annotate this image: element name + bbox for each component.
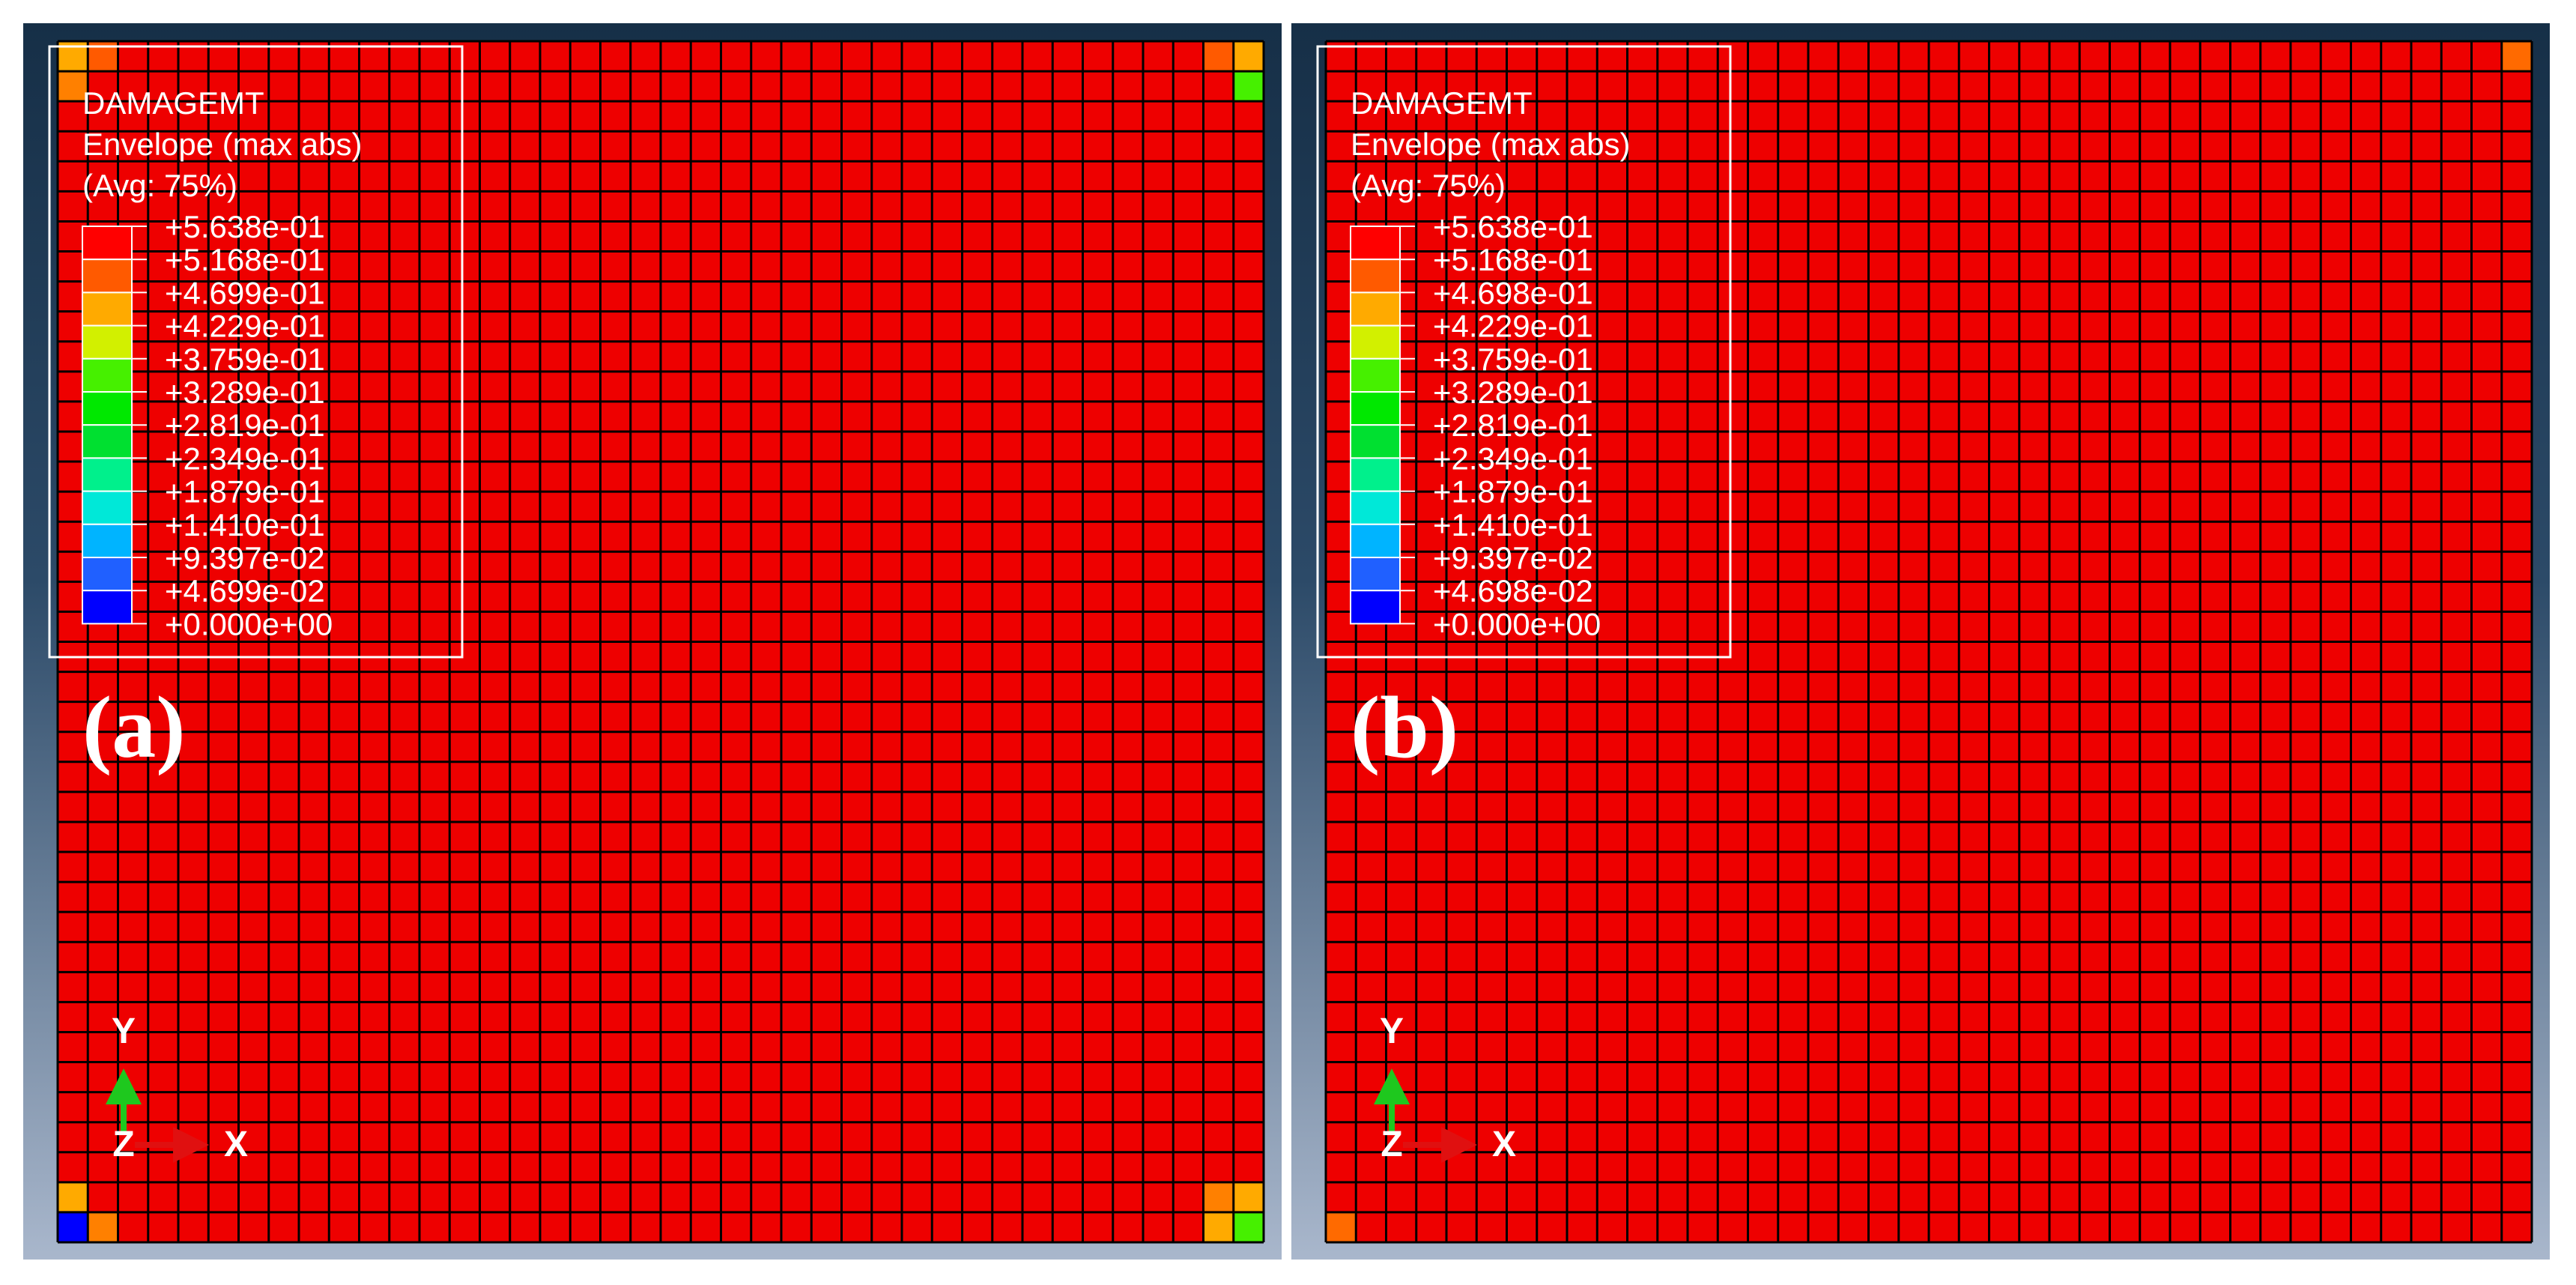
legend-swatch: [82, 258, 133, 294]
legend-level: +4.699e-02: [165, 573, 325, 608]
legend-level: +1.879e-01: [165, 474, 325, 510]
legend-swatch: [82, 523, 133, 558]
legend-swatch: [82, 291, 133, 327]
legend-swatch: [1350, 226, 1401, 261]
legend-averaging: (Avg: 75%): [1351, 168, 1506, 203]
legend-level: +1.879e-01: [1433, 474, 1593, 510]
legend-swatch: [1350, 523, 1401, 558]
legend-level: +2.819e-01: [165, 408, 325, 443]
mesh-element: [1233, 41, 1264, 72]
mesh-element: [88, 1212, 118, 1242]
legend-level: +2.349e-01: [1433, 441, 1593, 476]
legend-swatch: [1350, 557, 1401, 592]
mesh-element: [1326, 1212, 1357, 1242]
triad-z-label: Z: [1381, 1125, 1402, 1164]
mesh-element: [2501, 41, 2532, 72]
legend-swatch: [82, 391, 133, 426]
legend-level: +3.759e-01: [1433, 342, 1593, 377]
legend-subtitle: Envelope (max abs): [1351, 127, 1631, 162]
legend-swatch: [82, 324, 133, 360]
mesh-element: [1203, 1212, 1234, 1242]
mesh-element: [1203, 1182, 1234, 1212]
legend-swatch: [82, 357, 133, 393]
legend-subtitle: Envelope (max abs): [82, 127, 363, 162]
legend-level: +5.638e-01: [165, 209, 325, 244]
viewport-panel: DAMAGEMT Envelope (max abs) (Avg: 75%) +5.6…: [1291, 23, 2550, 1260]
legend-swatch: [82, 590, 133, 625]
legend-swatch: [82, 490, 133, 525]
mesh-element: [1233, 1182, 1264, 1212]
legend-level: +4.698e-02: [1433, 573, 1593, 608]
legend-swatch: [1350, 324, 1401, 360]
legend-level: +9.397e-02: [1433, 540, 1593, 575]
legend-swatch: [1350, 490, 1401, 525]
triad-x-label: X: [1492, 1125, 1516, 1164]
mesh-element: [1203, 41, 1234, 72]
legend-level: +1.410e-01: [165, 507, 325, 542]
legend-level: +5.168e-01: [1433, 242, 1593, 277]
legend-swatch: [1350, 258, 1401, 294]
legend-level: +5.638e-01: [1433, 209, 1593, 244]
legend-box: [1316, 45, 1732, 659]
legend-level: +4.229e-01: [1433, 309, 1593, 344]
legend-box: [48, 45, 464, 659]
legend-swatch: [1350, 424, 1401, 459]
legend-level: +3.759e-01: [165, 342, 325, 377]
legend-level: +4.229e-01: [165, 309, 325, 344]
legend-title: DAMAGEMT: [82, 85, 264, 121]
mesh-element: [58, 71, 88, 102]
legend-swatch: [82, 424, 133, 459]
legend-level: +0.000e+00: [165, 606, 333, 641]
legend-level: +4.698e-01: [1433, 275, 1593, 310]
triad-y-label: Y: [1380, 1012, 1404, 1051]
legend-level: +2.349e-01: [165, 441, 325, 476]
mesh-element: [58, 1182, 88, 1212]
legend-swatch: [1350, 457, 1401, 492]
triad-z-label: Z: [112, 1125, 134, 1164]
legend-averaging: (Avg: 75%): [82, 168, 237, 203]
legend-level: +0.000e+00: [1433, 606, 1601, 641]
legend-swatch: [82, 457, 133, 492]
legend-level: +3.289e-01: [165, 375, 325, 410]
legend-level: +5.168e-01: [165, 242, 325, 277]
legend-swatch: [82, 226, 133, 261]
legend-swatch: [1350, 357, 1401, 393]
viewport-panel: DAMAGEMT Envelope (max abs) (Avg: 75%) +5.6…: [23, 23, 1282, 1260]
legend-level: +9.397e-02: [165, 540, 325, 575]
legend-swatch: [1350, 391, 1401, 426]
legend-level: +2.819e-01: [1433, 408, 1593, 443]
panel-label: (a): [82, 678, 186, 776]
legend-swatch: [1350, 590, 1401, 625]
mesh-lines: [56, 40, 1265, 1244]
legend-level: +4.699e-01: [165, 275, 325, 310]
mesh-lines: [1324, 40, 2533, 1244]
legend-level: +3.289e-01: [1433, 375, 1593, 410]
legend-level: +1.410e-01: [1433, 507, 1593, 542]
triad-y-label: Y: [112, 1012, 136, 1051]
mesh-element: [58, 1212, 88, 1242]
legend-swatch: [82, 557, 133, 592]
mesh-element: [1233, 1212, 1264, 1242]
triad-x-label: X: [224, 1125, 248, 1164]
mesh-element: [1233, 71, 1264, 102]
panel-label: (b): [1351, 678, 1458, 776]
legend-title: DAMAGEMT: [1351, 85, 1533, 121]
legend-swatch: [1350, 291, 1401, 327]
